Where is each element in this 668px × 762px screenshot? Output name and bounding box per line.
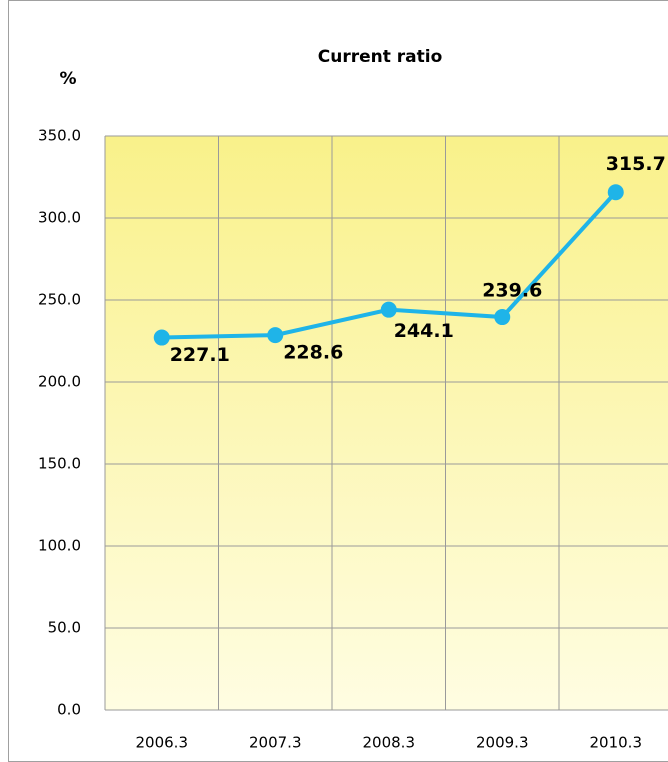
- chart-title: Current ratio: [318, 47, 443, 67]
- y-tick-label: 100.0: [38, 537, 81, 555]
- marker: [494, 309, 511, 326]
- x-tick-label: 2007.3: [249, 734, 302, 752]
- y-tick-label: 300.0: [38, 209, 81, 227]
- plot-area: [105, 136, 668, 710]
- y-tick-label: 250.0: [38, 291, 81, 309]
- marker: [267, 327, 284, 344]
- data-label: 239.6: [482, 280, 542, 302]
- y-tick-label: 50.0: [48, 619, 81, 637]
- data-label: 227.1: [170, 344, 230, 366]
- y-tick-label: 150.0: [38, 455, 81, 473]
- y-tick-label: 200.0: [38, 373, 81, 391]
- data-label: 244.1: [394, 320, 454, 342]
- marker: [153, 329, 170, 346]
- x-tick-label: 2010.3: [590, 734, 643, 752]
- y-tick-label: 350.0: [38, 127, 81, 145]
- marker: [380, 301, 397, 318]
- data-label: 315.7: [606, 153, 666, 175]
- y-axis-label: %: [59, 69, 76, 89]
- y-tick-label: 0.0: [57, 701, 81, 719]
- data-label: 228.6: [283, 342, 343, 364]
- x-tick-label: 2008.3: [363, 734, 416, 752]
- x-tick-label: 2006.3: [136, 734, 189, 752]
- marker: [607, 184, 624, 201]
- x-tick-label: 2009.3: [476, 734, 529, 752]
